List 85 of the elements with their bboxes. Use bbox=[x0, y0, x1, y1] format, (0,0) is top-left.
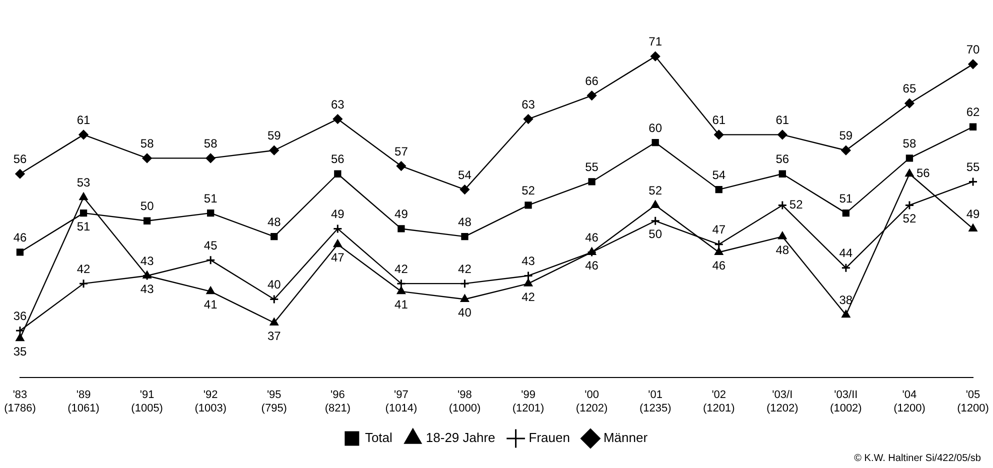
data-label: 47 bbox=[330, 250, 345, 265]
data-label: 65 bbox=[902, 82, 916, 96]
data-label: 56 bbox=[916, 166, 930, 180]
x-tick-label: '98 (1000) bbox=[448, 389, 481, 414]
data-label: 52 bbox=[648, 184, 662, 198]
data-label: 48 bbox=[458, 214, 472, 229]
x-tick-label: '00 (1202) bbox=[576, 389, 608, 414]
data-label: 49 bbox=[330, 207, 345, 222]
data-label: 58 bbox=[204, 136, 218, 151]
data-label: 59 bbox=[267, 128, 282, 143]
data-label: 62 bbox=[966, 105, 980, 120]
data-label: 42 bbox=[458, 262, 472, 276]
data-label: 43 bbox=[522, 254, 536, 268]
data-label: 51 bbox=[839, 191, 853, 206]
x-tick-label: '89 (1061) bbox=[68, 389, 100, 414]
data-label: 55 bbox=[585, 160, 599, 174]
x-tick-label: '03/II (1002) bbox=[830, 389, 862, 414]
data-label: 41 bbox=[204, 298, 218, 312]
x-tick-label: '99 (1201) bbox=[512, 389, 544, 414]
data-label: 47 bbox=[712, 222, 726, 237]
data-label: 56 bbox=[13, 152, 27, 166]
data-label: 43 bbox=[140, 254, 154, 268]
data-label: 58 bbox=[140, 136, 154, 151]
data-label: 61 bbox=[776, 113, 790, 128]
data-label: 59 bbox=[839, 128, 853, 143]
data-label: 52 bbox=[789, 198, 804, 212]
x-tick-label: '04 (1200) bbox=[894, 389, 926, 414]
data-label: 53 bbox=[76, 176, 91, 190]
data-label: 61 bbox=[76, 113, 91, 128]
data-label: 46 bbox=[13, 230, 27, 245]
data-label: 55 bbox=[966, 160, 980, 174]
data-label: 63 bbox=[522, 97, 536, 112]
data-label: 49 bbox=[394, 207, 408, 222]
data-label: 42 bbox=[76, 262, 91, 276]
data-label: 54 bbox=[458, 168, 472, 182]
legend-label: Frauen bbox=[528, 430, 570, 446]
data-label: 70 bbox=[966, 42, 980, 56]
data-label: 54 bbox=[712, 168, 726, 182]
data-label: 66 bbox=[585, 74, 599, 88]
x-tick-label: '92 (1003) bbox=[194, 389, 226, 414]
data-label: 46 bbox=[712, 258, 726, 273]
data-label: 52 bbox=[902, 212, 916, 226]
data-label: 50 bbox=[140, 199, 154, 214]
data-label: 61 bbox=[712, 113, 726, 128]
data-label: 35 bbox=[13, 344, 27, 359]
data-label: 52 bbox=[522, 184, 536, 198]
data-label: 58 bbox=[902, 136, 916, 151]
data-label: 36 bbox=[13, 308, 27, 323]
data-label: 49 bbox=[966, 207, 980, 222]
x-tick-label: '05 (1200) bbox=[957, 389, 989, 414]
data-label: 56 bbox=[776, 152, 790, 166]
data-label: 51 bbox=[204, 191, 218, 206]
data-label: 56 bbox=[330, 152, 345, 166]
data-label: 41 bbox=[394, 298, 408, 312]
legend-label: Total bbox=[364, 430, 393, 446]
text: © K.W. Haltiner Si/422/05/sb bbox=[854, 453, 981, 464]
data-label: 38 bbox=[839, 293, 853, 308]
data-label: 37 bbox=[267, 329, 282, 344]
data-label: 45 bbox=[204, 238, 218, 252]
data-label: 42 bbox=[522, 290, 536, 304]
x-tick-label: '02 (1201) bbox=[702, 389, 735, 414]
data-label: 42 bbox=[394, 262, 408, 276]
x-tick-label: '97 (1014) bbox=[385, 389, 418, 414]
data-label: 71 bbox=[648, 34, 662, 49]
data-label: 44 bbox=[839, 246, 853, 260]
data-label: 60 bbox=[648, 120, 662, 135]
x-tick-label: '91 (1005) bbox=[131, 389, 163, 414]
data-label: 57 bbox=[394, 144, 408, 158]
x-tick-label: '01 (1235) bbox=[639, 389, 672, 414]
data-label: 50 bbox=[648, 227, 662, 242]
x-tick-label: '96 (821) bbox=[324, 389, 351, 414]
x-tick-label: '03/I (1202) bbox=[766, 389, 798, 414]
data-label: 43 bbox=[140, 282, 154, 296]
data-label: 40 bbox=[458, 306, 472, 320]
data-label: 63 bbox=[330, 97, 345, 112]
data-label: 46 bbox=[585, 258, 599, 273]
data-label: 46 bbox=[585, 230, 599, 245]
data-label: 40 bbox=[267, 278, 282, 292]
legend-label: Männer bbox=[603, 430, 648, 446]
x-tick-label: '83 (1786) bbox=[4, 389, 36, 414]
legend-label: 18-29 Jahre bbox=[426, 430, 496, 446]
x-tick-label: '95 (795) bbox=[261, 389, 287, 414]
data-label: 48 bbox=[776, 242, 790, 257]
data-label: 51 bbox=[76, 219, 91, 234]
data-label: 48 bbox=[267, 214, 282, 229]
